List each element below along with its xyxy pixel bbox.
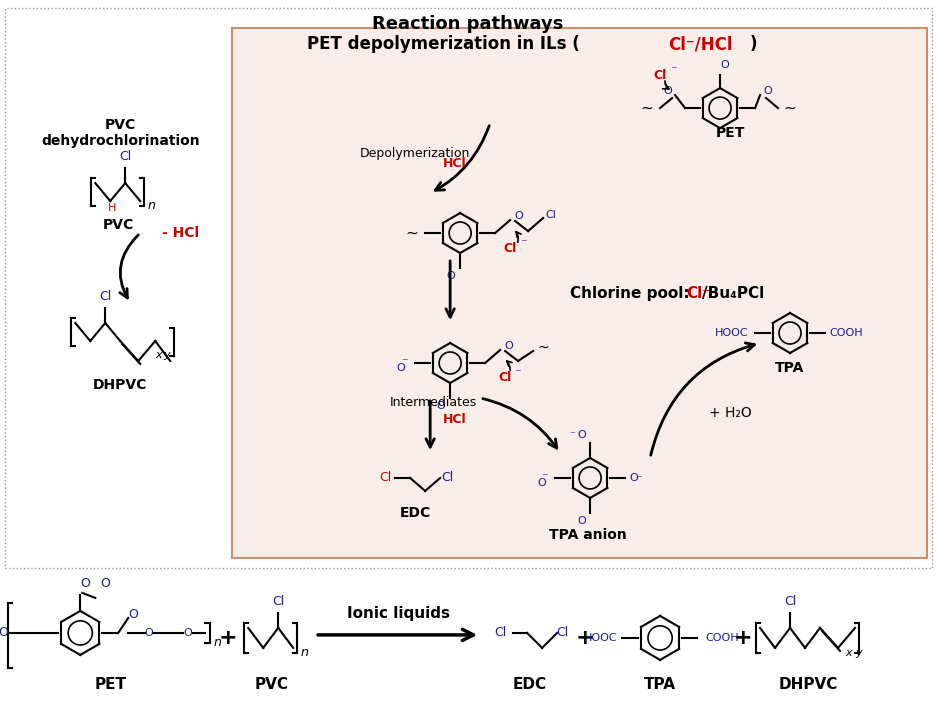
Text: ⁻: ⁻ <box>569 430 575 440</box>
Text: y: y <box>163 350 169 360</box>
Text: n: n <box>300 646 308 659</box>
Text: COOH: COOH <box>704 633 738 643</box>
Text: ⁻: ⁻ <box>669 64 676 77</box>
Text: O: O <box>577 516 586 526</box>
Text: PVC
dehydrochlorination: PVC dehydrochlorination <box>41 118 199 148</box>
Text: O: O <box>0 626 8 639</box>
Text: COOH: COOH <box>828 328 862 338</box>
Text: Cl: Cl <box>271 595 284 608</box>
Text: PVC: PVC <box>103 218 134 232</box>
Text: O: O <box>762 86 771 96</box>
Text: O: O <box>628 473 637 483</box>
Text: Cl: Cl <box>379 471 391 484</box>
Text: Cl: Cl <box>99 290 111 303</box>
Text: ⁻: ⁻ <box>636 474 641 484</box>
Text: /Bu₄PCl: /Bu₄PCl <box>701 286 764 301</box>
Text: ~: ~ <box>782 100 795 116</box>
Text: O: O <box>145 628 154 638</box>
Text: Cl: Cl <box>783 595 796 608</box>
Text: n: n <box>213 636 221 649</box>
Text: ⁻: ⁻ <box>541 471 548 484</box>
Text: ⁻: ⁻ <box>514 367 520 380</box>
Text: TPA: TPA <box>643 677 676 693</box>
Text: EDC: EDC <box>399 506 431 520</box>
Text: ⁻: ⁻ <box>402 356 408 369</box>
Text: +: + <box>733 628 752 648</box>
Text: O: O <box>504 341 512 351</box>
Text: O: O <box>80 577 90 590</box>
Text: EDC: EDC <box>513 677 547 693</box>
Text: O: O <box>183 628 193 638</box>
Text: +: + <box>576 628 593 648</box>
Text: PET: PET <box>714 126 744 140</box>
Text: O: O <box>436 401 445 411</box>
Text: Chlorine pool:: Chlorine pool: <box>569 286 695 301</box>
Text: O: O <box>396 363 404 373</box>
Text: O: O <box>720 60 728 70</box>
Text: Cl: Cl <box>555 626 567 639</box>
Text: Depolymerization: Depolymerization <box>359 147 470 160</box>
Text: O: O <box>128 609 138 622</box>
Text: Cl: Cl <box>493 626 505 639</box>
Text: Cl⁻/HCl: Cl⁻/HCl <box>667 35 732 53</box>
Text: DHPVC: DHPVC <box>93 378 147 392</box>
Text: PET: PET <box>95 677 126 693</box>
Text: Intermediates: Intermediates <box>389 396 477 409</box>
Text: O: O <box>100 577 110 590</box>
Text: H: H <box>108 203 116 213</box>
Text: ): ) <box>749 35 756 53</box>
Text: Cl: Cl <box>119 150 131 163</box>
Text: O: O <box>663 86 671 96</box>
Text: HOOC: HOOC <box>713 328 747 338</box>
Text: Cl: Cl <box>503 241 516 254</box>
Text: Cl: Cl <box>545 210 555 220</box>
Text: Reaction pathways: Reaction pathways <box>372 15 563 33</box>
Text: +: + <box>219 628 237 648</box>
Text: O: O <box>514 211 522 221</box>
Text: x: x <box>155 350 162 360</box>
Text: O: O <box>536 478 546 488</box>
Text: n: n <box>147 199 155 212</box>
Text: TPA anion: TPA anion <box>548 528 626 542</box>
FancyBboxPatch shape <box>6 8 931 568</box>
Text: y: y <box>855 648 861 658</box>
Text: HCl: HCl <box>443 157 466 170</box>
Text: Cl: Cl <box>441 471 453 484</box>
Text: PET depolymerization in ILs (: PET depolymerization in ILs ( <box>307 35 579 53</box>
Text: HOOC: HOOC <box>583 633 617 643</box>
Text: x: x <box>844 648 851 658</box>
Text: PVC: PVC <box>254 677 288 693</box>
Text: Cl: Cl <box>652 69 666 82</box>
Text: TPA: TPA <box>774 361 804 375</box>
Text: DHPVC: DHPVC <box>778 677 837 693</box>
Text: ~: ~ <box>405 226 417 241</box>
Text: Ionic liquids: Ionic liquids <box>346 606 449 621</box>
Text: O: O <box>446 271 455 281</box>
Text: Cl: Cl <box>498 372 511 385</box>
FancyBboxPatch shape <box>232 28 926 558</box>
Text: ~: ~ <box>639 100 652 116</box>
Text: + H₂O: + H₂O <box>708 406 751 420</box>
Text: ⁻: ⁻ <box>519 238 526 251</box>
Text: Cl⁻: Cl⁻ <box>685 286 709 301</box>
Text: HCl: HCl <box>443 414 466 427</box>
Text: ~: ~ <box>536 341 548 355</box>
Text: - HCl: - HCl <box>162 226 198 240</box>
Text: O: O <box>577 430 586 440</box>
